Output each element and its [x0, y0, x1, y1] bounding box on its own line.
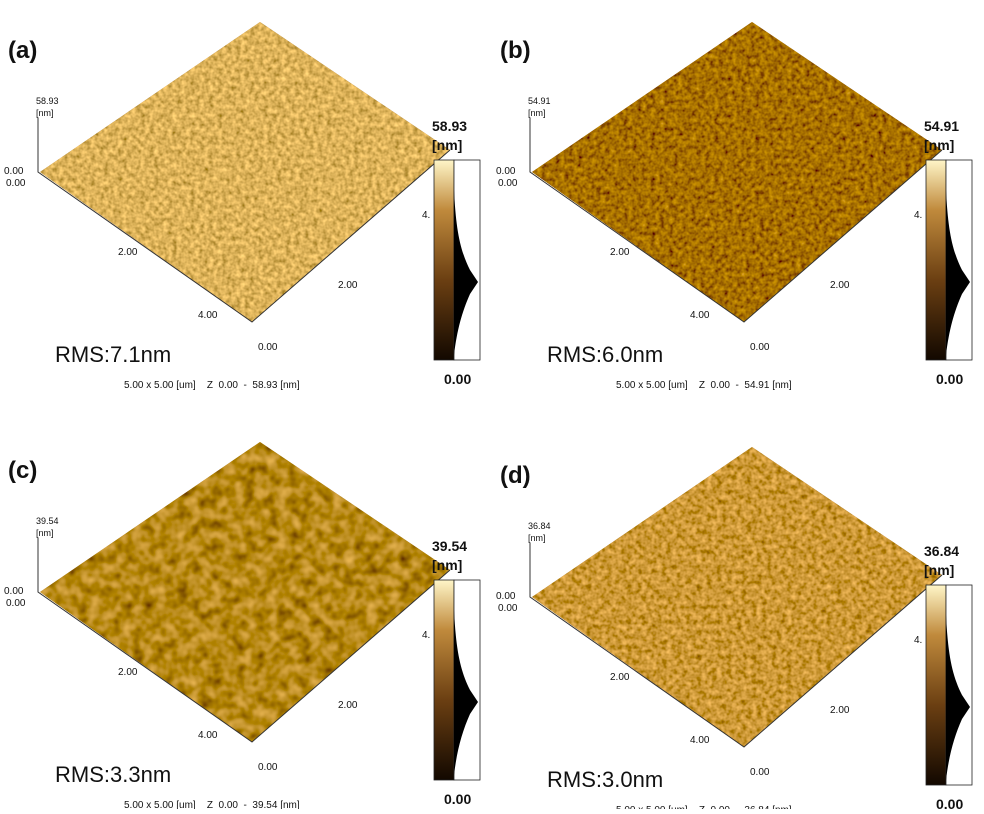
axis-right-tick: 4. — [914, 635, 922, 646]
colorbar-min: 0.00 — [936, 371, 963, 387]
axis-right-tick: 4. — [914, 210, 922, 221]
afm-panel: (a)58.93[nm]0.000.002.004.000.002.004.58… — [4, 22, 480, 391]
axis-left-tick: 2.00 — [118, 247, 138, 258]
colorbar — [434, 160, 454, 360]
axis-right-tick: 2.00 — [338, 280, 358, 291]
axis-right-tick: 0.00 — [258, 342, 278, 353]
figure: (a)58.93[nm]0.000.002.004.000.002.004.58… — [0, 0, 984, 809]
axis-left-tick: 2.00 — [118, 667, 138, 678]
axis-right-tick: 0.00 — [750, 342, 770, 353]
axis-right-tick: 2.00 — [830, 705, 850, 716]
axis-left-tick: 4.00 — [198, 730, 218, 741]
axis-left-tick: 4.00 — [690, 735, 710, 746]
rms: RMS:3.0nm — [547, 767, 663, 792]
colorbar-unit: [nm] — [924, 137, 954, 153]
z-max: 36.84 — [528, 521, 551, 531]
panel-label: (b) — [500, 37, 531, 64]
z-unit: [nm] — [36, 528, 54, 538]
colorbar-min: 0.00 — [444, 791, 471, 807]
colorbar-max: 54.91 — [924, 118, 959, 134]
axis-left-tick: 0.00 — [498, 178, 518, 189]
colorbar — [926, 585, 946, 785]
afm-panel: (c)39.54[nm]0.000.002.004.000.002.004.39… — [4, 442, 480, 809]
colorbar — [926, 160, 946, 360]
axis-right-tick: 4. — [422, 630, 430, 641]
axis-right-tick: 4. — [422, 210, 430, 221]
axis-right-tick: 2.00 — [338, 700, 358, 711]
z-max: 58.93 — [36, 96, 59, 106]
colorbar-max: 36.84 — [924, 543, 959, 559]
axis-right-tick: 0.00 — [750, 767, 770, 778]
colorbar-unit: [nm] — [432, 137, 462, 153]
axis-right-tick: 2.00 — [830, 280, 850, 291]
axis-left-tick: 0.00 — [498, 603, 518, 614]
axis-left-tick: 0.00 — [6, 598, 26, 609]
rms: RMS:7.1nm — [55, 342, 171, 367]
colorbar-unit: [nm] — [432, 557, 462, 573]
afm-panel: (d)36.84[nm]0.000.002.004.000.002.004.36… — [496, 447, 972, 809]
z-max: 39.54 — [36, 516, 59, 526]
colorbar-max: 39.54 — [432, 538, 467, 554]
colorbar — [434, 580, 454, 780]
rms: RMS:6.0nm — [547, 342, 663, 367]
z-min: 0.00 — [496, 166, 516, 177]
axis-left-tick: 2.00 — [610, 672, 630, 683]
axis-left-tick: 4.00 — [198, 310, 218, 321]
caption: 5.00 x 5.00 [um] Z 0.00 - 39.54 [nm] — [124, 800, 300, 809]
colorbar-unit: [nm] — [924, 562, 954, 578]
z-min: 0.00 — [496, 591, 516, 602]
rms: RMS:3.3nm — [55, 762, 171, 787]
caption: 5.00 x 5.00 [um] Z 0.00 - 58.93 [nm] — [124, 380, 300, 391]
colorbar-min: 0.00 — [444, 371, 471, 387]
axis-right-tick: 0.00 — [258, 762, 278, 773]
axis-left-tick: 4.00 — [690, 310, 710, 321]
colorbar-min: 0.00 — [936, 796, 963, 809]
panel-label: (a) — [8, 37, 37, 64]
caption: 5.00 x 5.00 [um] Z 0.00 - 54.91 [nm] — [616, 380, 792, 391]
colorbar-max: 58.93 — [432, 118, 467, 134]
surface-texture — [532, 22, 942, 322]
panel-label: (c) — [8, 457, 37, 484]
surface-texture — [40, 442, 450, 742]
surface-texture — [532, 447, 942, 747]
z-max: 54.91 — [528, 96, 551, 106]
caption: 5.00 x 5.00 [um] Z 0.00 - 36.84 [nm] — [616, 805, 792, 809]
panel-label: (d) — [500, 462, 531, 489]
z-unit: [nm] — [528, 533, 546, 543]
afm-panel: (b)54.91[nm]0.000.002.004.000.002.004.54… — [496, 22, 972, 391]
z-min: 0.00 — [4, 166, 24, 177]
axis-left-tick: 0.00 — [6, 178, 26, 189]
z-unit: [nm] — [36, 108, 54, 118]
z-min: 0.00 — [4, 586, 24, 597]
surface-texture — [40, 22, 450, 322]
axis-left-tick: 2.00 — [610, 247, 630, 258]
z-unit: [nm] — [528, 108, 546, 118]
